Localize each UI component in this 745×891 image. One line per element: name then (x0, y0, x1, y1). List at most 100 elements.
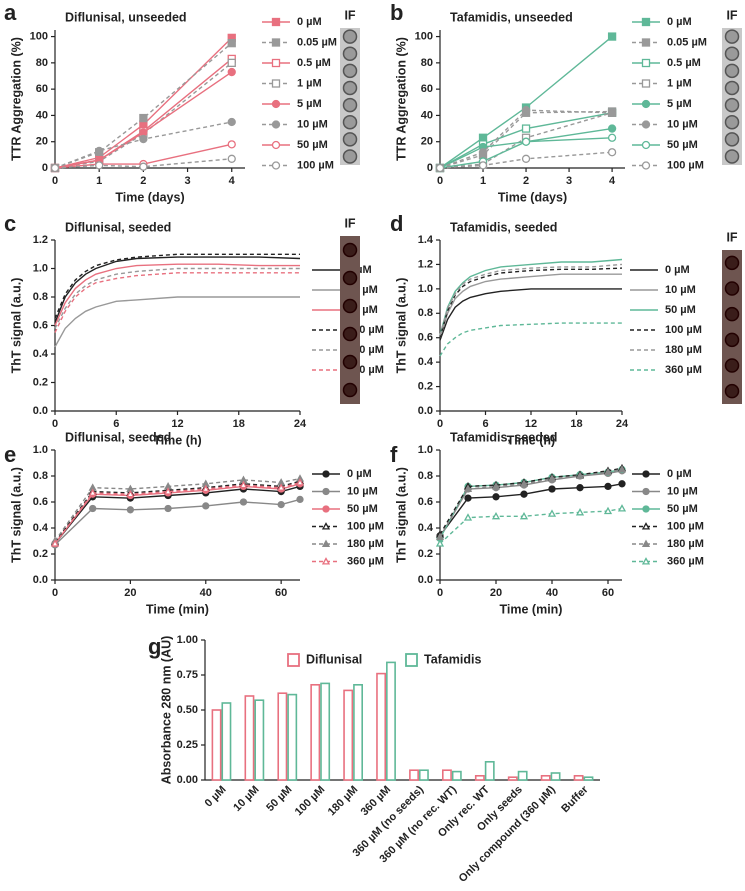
marker (463, 513, 473, 521)
bar (287, 693, 298, 781)
series-line (54, 267, 300, 329)
series-line (54, 481, 301, 545)
series-line (439, 288, 622, 341)
marker (642, 505, 650, 513)
panel-title: Tafamidis, unseeded (450, 10, 573, 24)
series-line (54, 477, 301, 542)
marker (227, 140, 236, 149)
if-dot (724, 80, 740, 96)
y-tick-label: 20 (421, 136, 433, 148)
marker (491, 511, 501, 520)
y-axis-label: ThT signal (a.u.) (9, 278, 23, 374)
panel-letter: a (4, 0, 17, 25)
marker (277, 500, 285, 509)
legend-label: 50 µM (667, 503, 698, 515)
y-axis-label: Absorbance 280 nm (AU) (159, 636, 173, 785)
marker (202, 502, 210, 510)
bar (343, 689, 354, 781)
if-dot (724, 358, 740, 373)
if-dot (342, 114, 358, 130)
if-dot (342, 132, 358, 147)
bar (484, 760, 495, 781)
y-tick-label: 0.4 (33, 522, 49, 534)
legend-label: 5 µM (297, 98, 322, 110)
if-label: IF (726, 230, 737, 244)
marker (617, 465, 627, 473)
marker (641, 120, 651, 129)
series-line (439, 467, 623, 535)
bar (244, 695, 255, 781)
y-tick-label: 40 (36, 109, 48, 121)
x-tick-label: 3 (184, 175, 190, 187)
marker (492, 493, 500, 501)
panel-title: Tafamidis, seeded (450, 430, 557, 444)
marker (271, 17, 281, 27)
marker (603, 506, 613, 515)
if-dot (724, 383, 740, 399)
if-dot (724, 306, 740, 322)
y-tick-label: 1.0 (33, 444, 48, 456)
marker (519, 479, 529, 487)
x-tick-label: 40 (200, 587, 212, 599)
x-tick-label: 0 (52, 418, 58, 430)
bar (418, 769, 429, 781)
x-tick-label: 18 (570, 418, 582, 430)
legend-label: 180 µM (667, 538, 704, 550)
if-dot (342, 46, 358, 61)
if-dot (724, 149, 740, 164)
y-tick-label: 100 (415, 30, 433, 42)
marker (227, 117, 236, 127)
x-tick-label: 24 (616, 418, 629, 430)
x-tick-label: 60 (602, 587, 614, 599)
marker (641, 58, 651, 68)
marker (89, 504, 97, 513)
marker (322, 470, 330, 478)
marker (607, 133, 617, 142)
bar (451, 770, 462, 781)
bar (386, 661, 396, 781)
marker (277, 483, 286, 491)
panel-title: Diflunisal, seeded (65, 220, 171, 234)
x-tick-label: 4 (229, 175, 236, 187)
series-line (54, 42, 233, 169)
x-tick-label: Buffer (559, 783, 591, 815)
x-tick-label: 40 (546, 587, 558, 599)
if-dot (342, 80, 358, 96)
legend-label: 50 µM (347, 503, 378, 515)
if-dot (342, 382, 358, 398)
marker (227, 38, 236, 48)
y-tick-label: 0.6 (33, 496, 48, 508)
panel-letter: d (390, 211, 403, 236)
marker (604, 482, 612, 491)
marker (227, 154, 236, 163)
marker (435, 539, 445, 547)
series-line (439, 468, 623, 538)
panel-title: Diflunisal, seeded (65, 430, 171, 444)
marker (575, 471, 585, 480)
if-dot (724, 46, 740, 61)
y-tick-label: 0.8 (418, 470, 433, 482)
legend-label: 0 µM (667, 16, 692, 28)
legend-label: 100 µM (665, 324, 702, 336)
marker (239, 498, 248, 506)
y-tick-label: 0.6 (33, 319, 48, 331)
if-dot (724, 97, 740, 113)
marker (271, 99, 281, 109)
marker (95, 161, 104, 170)
marker (271, 79, 281, 88)
x-axis-label: Time (min) (146, 602, 209, 616)
if-strip (340, 236, 360, 404)
x-tick-label: 0 (52, 175, 58, 187)
x-axis-label: Time (min) (500, 602, 563, 616)
y-tick-label: 0.25 (177, 739, 198, 751)
series-line (439, 468, 623, 539)
if-dot (342, 298, 358, 314)
series-line (439, 470, 623, 538)
marker (271, 120, 281, 129)
marker (50, 539, 60, 547)
x-tick-label: 4 (609, 175, 616, 187)
series-line (54, 296, 300, 348)
marker (163, 487, 173, 495)
marker (295, 478, 305, 486)
y-tick-label: 0.6 (418, 332, 433, 344)
